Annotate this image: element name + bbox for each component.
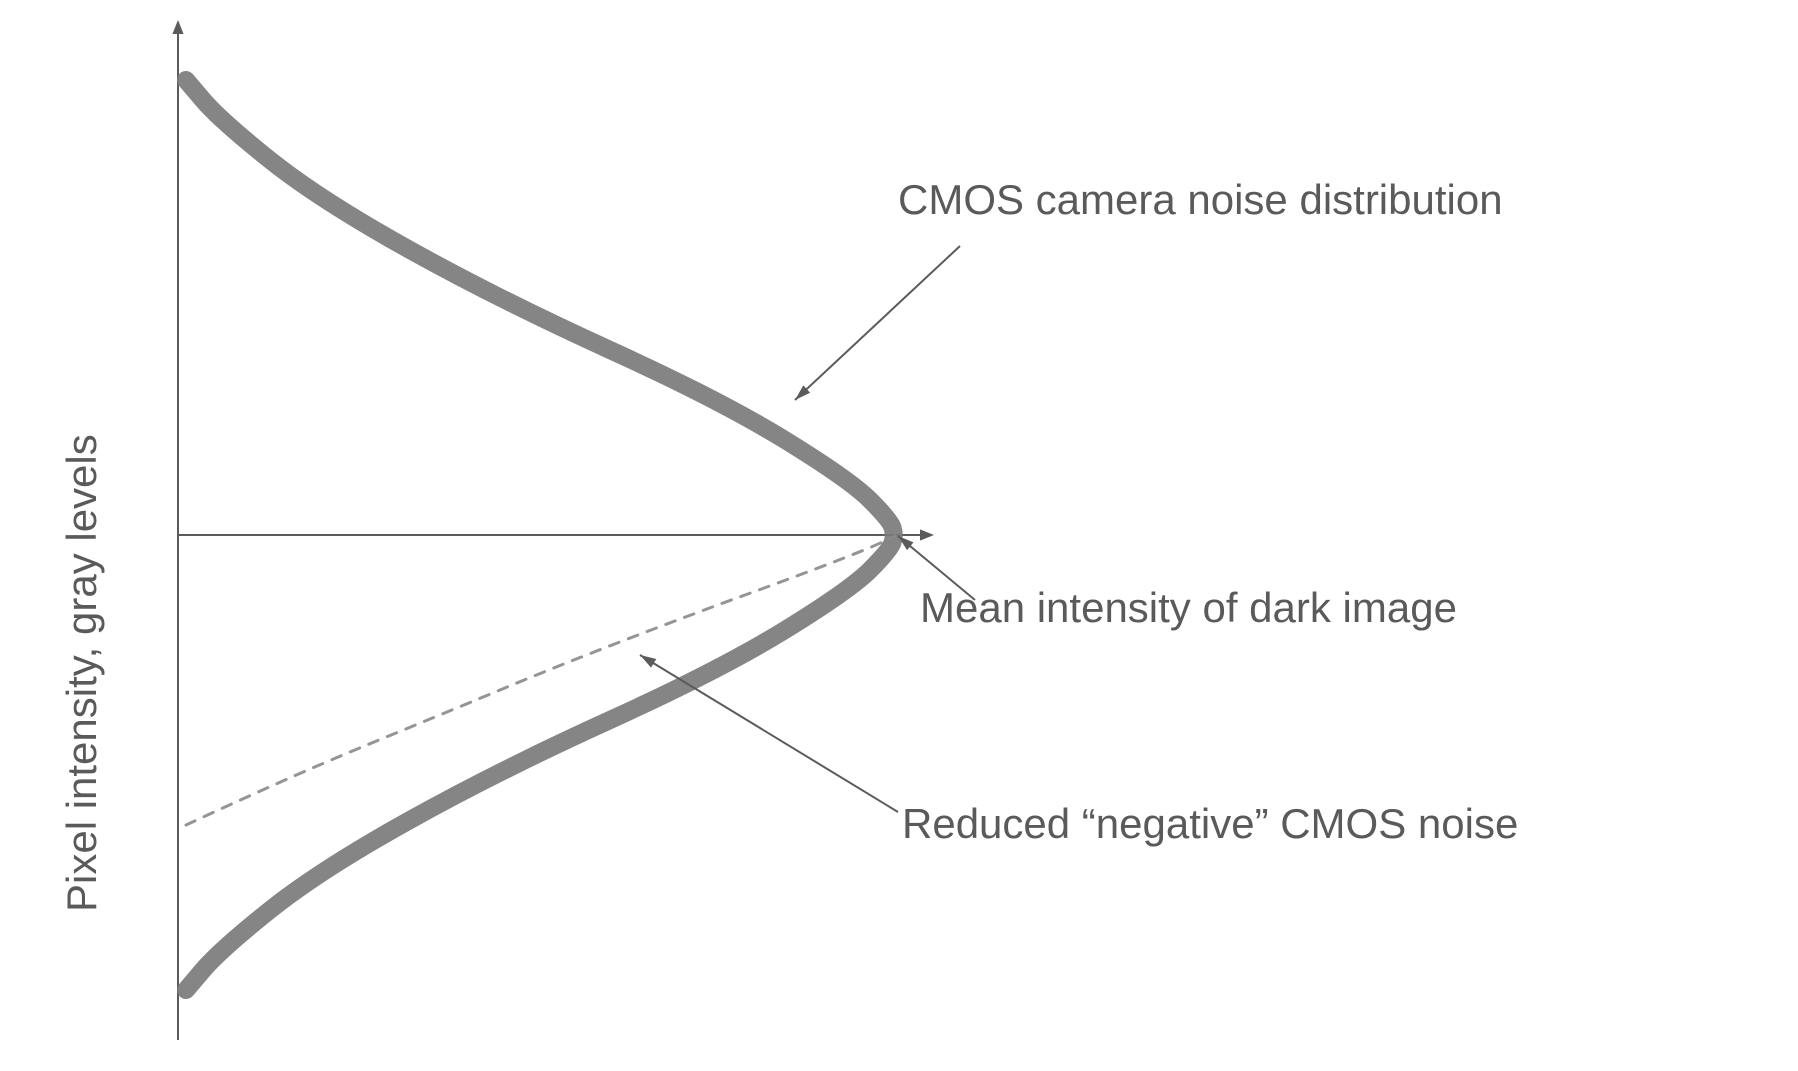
annotation-reduced-noise: Reduced “negative” CMOS noise (902, 800, 1518, 848)
y-axis-label: Pixel intensity, gray levels (58, 434, 106, 912)
diagram-canvas (0, 0, 1798, 1071)
annotation-cmos-noise: CMOS camera noise distribution (898, 176, 1503, 224)
annotation-mean-intensity: Mean intensity of dark image (920, 584, 1457, 632)
